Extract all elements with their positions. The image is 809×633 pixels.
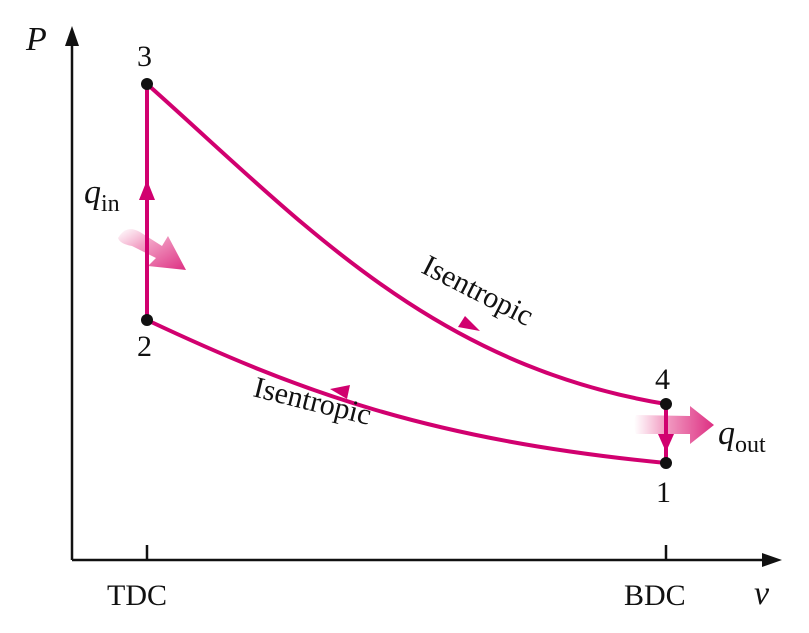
x-axis-arrowhead [762, 553, 782, 567]
axes [65, 26, 782, 567]
state-point-1 [660, 457, 672, 469]
heat-out-arrow [634, 406, 714, 444]
compression-process-label: Isentropic [250, 371, 374, 432]
heat-in-subscript: in [101, 191, 120, 217]
state-label-2: 2 [137, 330, 152, 363]
heat-in-label: qin [84, 174, 120, 217]
state-label-3: 3 [137, 40, 152, 73]
state-point-3 [141, 78, 153, 90]
heat-in-arrow [118, 229, 186, 270]
y-axis-arrowhead [65, 26, 79, 46]
heat-out-label: qout [718, 415, 766, 458]
direction-arrow-1-2 [330, 385, 350, 399]
direction-arrow-3-4 [458, 316, 480, 331]
direction-arrow-2-3 [139, 180, 155, 200]
heat-out-subscript: out [735, 432, 766, 458]
y-axis-label: P [25, 21, 47, 58]
state-label-1: 1 [656, 476, 671, 509]
heat-in-symbol: q [84, 174, 101, 211]
bdc-tick-label: BDC [624, 579, 686, 612]
direction-arrow-4-1 [658, 434, 674, 452]
tdc-tick-label: TDC [107, 579, 167, 612]
heat-out-symbol: q [718, 415, 735, 452]
process-3-4-curve [145, 82, 667, 406]
state-point-2 [141, 314, 153, 326]
cycle [145, 82, 668, 465]
state-point-4 [660, 398, 672, 410]
process-1-2-curve [146, 318, 667, 465]
state-label-4: 4 [655, 363, 670, 396]
x-axis-label: v [754, 575, 770, 612]
